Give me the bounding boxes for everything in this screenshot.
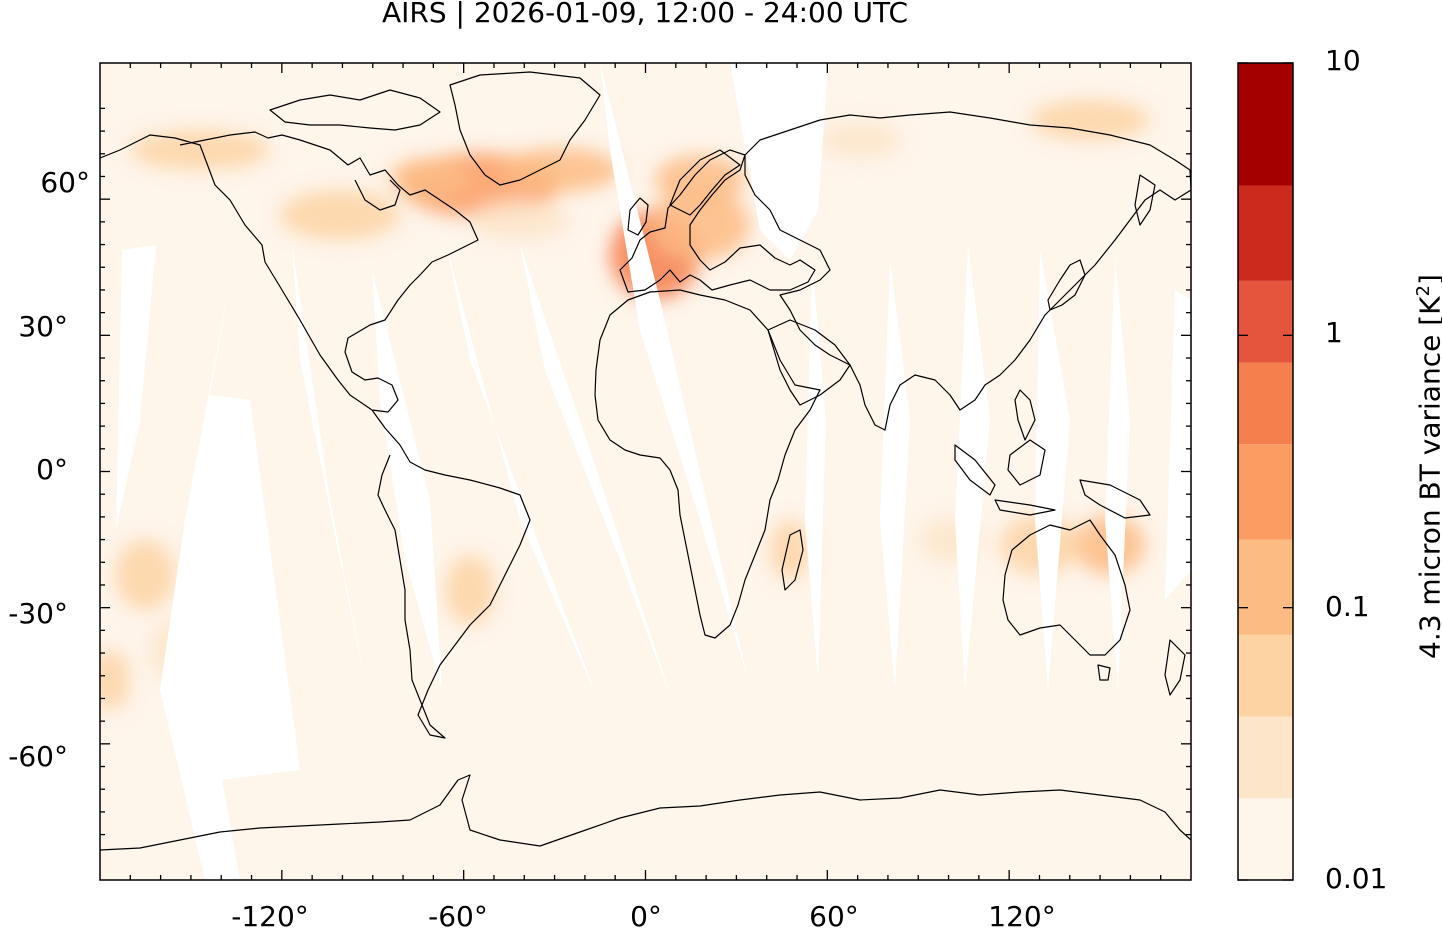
variance-blob (280, 190, 400, 240)
coastline-java (994, 499, 1056, 516)
colorbar-tick-label: 0.01 (1325, 862, 1388, 895)
variance-blob (1030, 100, 1150, 140)
swath-gap (116, 245, 156, 530)
coastline-sumatra (954, 444, 996, 496)
variance-blob (115, 540, 175, 610)
lat-tick-label: -30° (8, 597, 68, 630)
lat-tick-label: -60° (8, 740, 68, 773)
swath-gap (880, 260, 910, 690)
colorbar-tick-label: 0.1 (1325, 590, 1370, 623)
coastline-japan (1047, 259, 1086, 311)
colorbar-frame (1237, 62, 1294, 881)
lon-tick-label: 120° (988, 900, 1056, 933)
swath-gaps (116, 63, 1191, 880)
colorbar-segment (1238, 716, 1293, 799)
swath-gap (372, 270, 442, 690)
coastline-arctic-islands (269, 89, 441, 131)
lon-tick-label: -60° (428, 900, 488, 933)
colorbar-tick-label: 1 (1325, 316, 1343, 349)
variance-blob (655, 155, 745, 205)
coastline-new-guinea (1079, 479, 1151, 519)
coastline-scandinavia (669, 149, 741, 216)
map-title: AIRS | 2026-01-09, 12:00 - 24:00 UTC (381, 0, 909, 29)
colorbar-ticks (1238, 62, 1293, 881)
lat-tick-label: 0° (36, 453, 68, 486)
colorbar-segment (1238, 444, 1293, 540)
coastline-new-zealand (1164, 639, 1186, 696)
lat-tick-label: 60° (40, 166, 90, 199)
coastlines (100, 71, 1191, 851)
axis-ticks (100, 63, 1191, 880)
swath-gap (805, 260, 826, 680)
swath-gap (730, 63, 828, 260)
coastline-north-america (100, 131, 479, 413)
colorbar-segment (1238, 362, 1293, 445)
colorbar-segment (1238, 539, 1293, 635)
coastline-europe (619, 149, 816, 293)
swath-gap (1165, 290, 1191, 600)
coastline-arabia (767, 319, 851, 406)
variance-blob (500, 148, 620, 192)
coastline-antarctica (100, 774, 1191, 851)
lon-tick-label: -120° (231, 900, 309, 933)
coastline-south-america (371, 409, 531, 739)
swath-gap (600, 63, 748, 680)
colorbar-title-text: 4.3 micron BT variance [K (1413, 296, 1442, 660)
swath-gap (160, 270, 300, 880)
colorbar-segment (1238, 634, 1293, 717)
lat-tick-label: 30° (18, 310, 68, 343)
coastline-australia (1002, 519, 1131, 656)
coastline-greenland (449, 71, 601, 186)
colorbar-title: 4.3 micron BT variance [K2] (1413, 274, 1442, 660)
swath-gap (1035, 250, 1070, 690)
variance-blob (470, 200, 570, 240)
variance-blob (820, 122, 900, 158)
swath-gap (955, 245, 990, 690)
colorbar-tick-label: 10 (1325, 44, 1361, 77)
colorbar-segment (1238, 798, 1293, 880)
swath-gap (520, 245, 672, 700)
coastline-kamchatka (1134, 174, 1156, 226)
lon-tick-label: 0° (630, 900, 662, 933)
coastline-africa (594, 289, 821, 639)
colorbar-segment (1238, 185, 1293, 281)
coastline-british-isles (627, 197, 649, 236)
coastline-asia (744, 111, 1191, 431)
variance-blob (445, 555, 495, 625)
colorbar-title-close: ] (1413, 274, 1442, 285)
coastline-madagascar (781, 529, 804, 591)
coastline-tasmania (1097, 664, 1111, 681)
colorbar-title-exponent: 2 (1413, 285, 1434, 297)
variance-blob (130, 130, 270, 170)
colorbar-segment (1238, 280, 1293, 363)
swath-gap (1105, 255, 1130, 690)
coastline-borneo (1007, 439, 1046, 486)
lon-tick-label: 60° (809, 900, 859, 933)
coastline-hudson-bay (354, 179, 401, 211)
variance-blob (100, 650, 130, 710)
variance-blob (390, 158, 470, 198)
colorbar (1238, 63, 1293, 880)
variance-blob (770, 520, 810, 580)
map-area (100, 63, 1191, 880)
colorbar-segment (1238, 63, 1293, 186)
coastline-philippines (1014, 389, 1036, 441)
